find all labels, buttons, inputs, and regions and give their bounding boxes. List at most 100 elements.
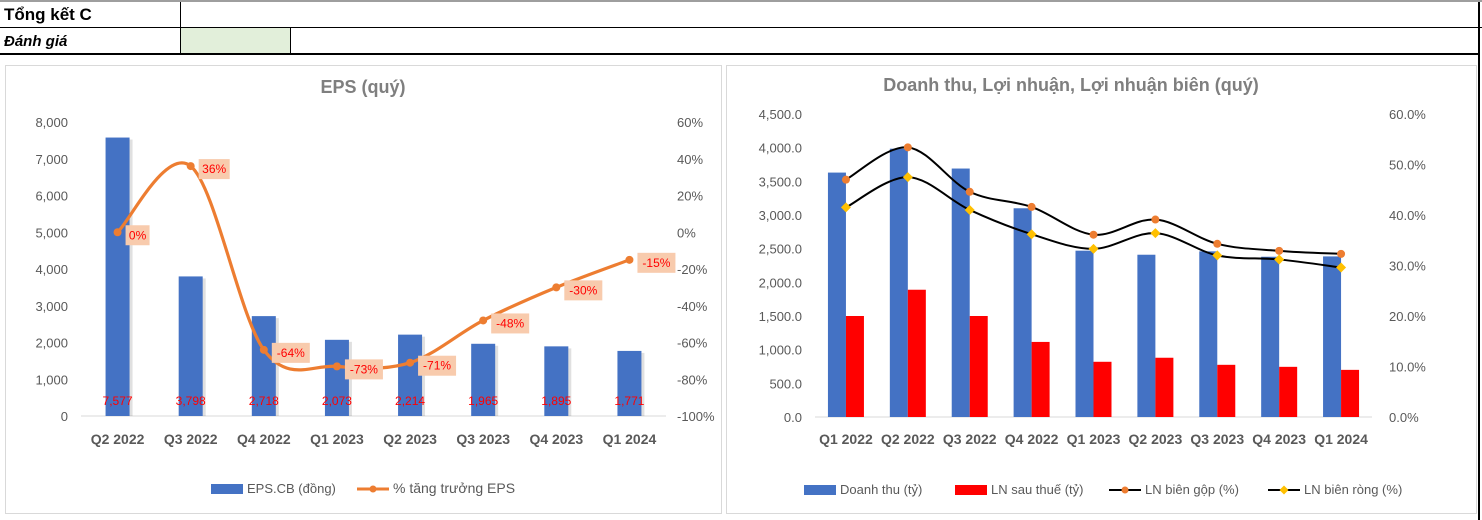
y-tick-label: 3,000.0 xyxy=(759,208,802,223)
x-tick-label: Q1 2023 xyxy=(310,431,364,447)
net-margin-marker xyxy=(1088,243,1099,254)
eval-label-cell[interactable]: Đánh giá xyxy=(0,28,181,54)
y2-tick-label: 40.0% xyxy=(1389,208,1426,223)
eps-growth-marker xyxy=(259,345,268,354)
legend-label-eps: EPS.CB (đồng) xyxy=(247,481,336,496)
y-tick-label: 1,000.0 xyxy=(759,343,802,358)
growth-data-label: -30% xyxy=(569,283,597,297)
y-tick-label: 1,000 xyxy=(35,372,68,387)
sheet-title-blank-cell[interactable] xyxy=(181,2,1482,28)
growth-label-bg xyxy=(198,159,230,180)
y-tick-label: 2,000.0 xyxy=(759,275,802,290)
y2-tick-label: 30.0% xyxy=(1389,259,1426,274)
legend-label-net-margin: LN biên ròng (%) xyxy=(1304,482,1402,497)
eps-growth-marker xyxy=(552,283,561,292)
sheet-right-border xyxy=(1478,2,1480,520)
x-tick-label: Q3 2023 xyxy=(1190,431,1244,447)
x-tick-label: Q2 2022 xyxy=(881,431,935,447)
growth-data-label: 36% xyxy=(202,162,226,176)
eps-bar xyxy=(178,276,203,416)
eps-chart: EPS (quý) 0 1,000 2,000 3,000 4,000 5,000 6,00… xyxy=(35,77,715,496)
y-tick-label: 0.0 xyxy=(784,410,802,425)
eps-bar-label: 2,214 xyxy=(395,394,425,408)
eps-growth-marker xyxy=(186,162,195,171)
y-tick-label: 4,000 xyxy=(35,262,68,277)
y2-tick-label: -20% xyxy=(677,262,708,277)
x-tick-label: Q2 2023 xyxy=(383,431,437,447)
legend-label-net-profit: LN sau thuế (tỷ) xyxy=(991,482,1084,497)
y-tick-label: 8,000 xyxy=(35,115,68,130)
net-profit-bar xyxy=(1217,364,1236,417)
growth-data-label: -64% xyxy=(277,346,305,360)
x-tick-label: Q1 2024 xyxy=(1314,431,1368,447)
net-profit-bar xyxy=(1155,357,1174,417)
eps-bar xyxy=(105,137,130,416)
y-tick-label: 1,500.0 xyxy=(759,309,802,324)
growth-label-bg xyxy=(271,342,310,363)
net-margin-marker xyxy=(1336,262,1347,273)
legend-swatch-net-margin-marker xyxy=(1279,485,1289,495)
eval-value-cell[interactable] xyxy=(181,28,291,54)
growth-label-bg xyxy=(418,355,457,376)
y2-tick-label: -60% xyxy=(677,336,708,351)
net-margin-marker xyxy=(840,202,851,213)
revenue-bar xyxy=(951,168,970,417)
net-profit-bar xyxy=(907,289,926,417)
y2-tick-label: 60.0% xyxy=(1389,107,1426,122)
x-tick-label: Q4 2022 xyxy=(237,431,291,447)
y2-tick-label: -100% xyxy=(677,409,715,424)
gross-margin-marker xyxy=(903,143,912,152)
x-tick-label: Q1 2023 xyxy=(1067,431,1121,447)
legend-swatch-eps xyxy=(211,484,243,494)
y-tick-label: 2,500.0 xyxy=(759,242,802,257)
chart-title: Doanh thu, Lợi nhuận, Lợi nhuận biên (qu… xyxy=(883,75,1259,95)
y2-tick-label: -80% xyxy=(677,372,708,387)
eps-growth-marker xyxy=(479,316,488,325)
revenue-bar xyxy=(889,148,908,417)
growth-data-label: -73% xyxy=(350,362,378,376)
legend-swatch-growth-marker xyxy=(369,485,377,493)
legend: Doanh thu (tỷ) LN sau thuế (tỷ) LN biên … xyxy=(804,482,1402,497)
x-tick-label: Q4 2022 xyxy=(1005,431,1059,447)
sheet-top-border xyxy=(0,0,1482,2)
revenue-bar xyxy=(1199,251,1218,417)
y-tick-label: 4,000.0 xyxy=(759,141,802,156)
y2-tick-label: 10.0% xyxy=(1389,360,1426,375)
x-tick-label: Q1 2022 xyxy=(819,431,873,447)
x-tick-label: Q2 2023 xyxy=(1129,431,1183,447)
eps-chart-panel[interactable]: EPS (quý) 0 1,000 2,000 3,000 4,000 5,000 6,00… xyxy=(5,65,722,514)
eps-bar-label: 1,895 xyxy=(541,394,571,408)
growth-label-bg xyxy=(491,313,530,334)
net-margin-marker xyxy=(1274,254,1285,265)
legend-label-revenue: Doanh thu (tỷ) xyxy=(840,482,922,497)
y2-tick-label: 40% xyxy=(677,152,703,167)
gross-margin-marker xyxy=(1337,249,1346,258)
gross-margin-marker xyxy=(965,187,974,196)
growth-data-label: 0% xyxy=(129,228,147,242)
y-tick-label: 3,500.0 xyxy=(759,174,802,189)
net-profit-bar xyxy=(969,316,988,417)
eps-bar-label: 3,798 xyxy=(176,394,206,408)
gross-margin-marker xyxy=(1027,202,1036,211)
revenue-bar xyxy=(1261,256,1280,417)
eps-bar-label: 7,577 xyxy=(103,394,133,408)
y-tick-label: 2,000 xyxy=(35,336,68,351)
y-tick-label: 5,000 xyxy=(35,225,68,240)
revenue-bar xyxy=(1137,254,1156,417)
growth-label-bg xyxy=(564,280,603,301)
y-tick-label: 4,500.0 xyxy=(759,107,802,122)
growth-label-bg xyxy=(125,225,150,246)
legend-label-gross-margin: LN biên gộp (%) xyxy=(1145,482,1239,497)
gross-margin-marker xyxy=(1151,215,1160,224)
revenue-bar xyxy=(1013,208,1032,417)
growth-data-label: -48% xyxy=(496,316,524,330)
revenue-bar xyxy=(1075,250,1094,417)
x-tick-label: Q4 2023 xyxy=(529,431,583,447)
y-tick-label: 0 xyxy=(61,409,68,424)
y2-tick-label: 0% xyxy=(677,225,696,240)
net-margin-marker xyxy=(1150,228,1161,239)
revenue-profit-chart-panel[interactable]: Doanh thu, Lợi nhuận, Lợi nhuận biên (qu… xyxy=(726,65,1477,514)
legend-swatch-gross-margin-marker xyxy=(1121,486,1129,494)
net-profit-bar xyxy=(1279,366,1298,417)
sheet-title-cell[interactable]: Tổng kết C xyxy=(0,2,181,28)
